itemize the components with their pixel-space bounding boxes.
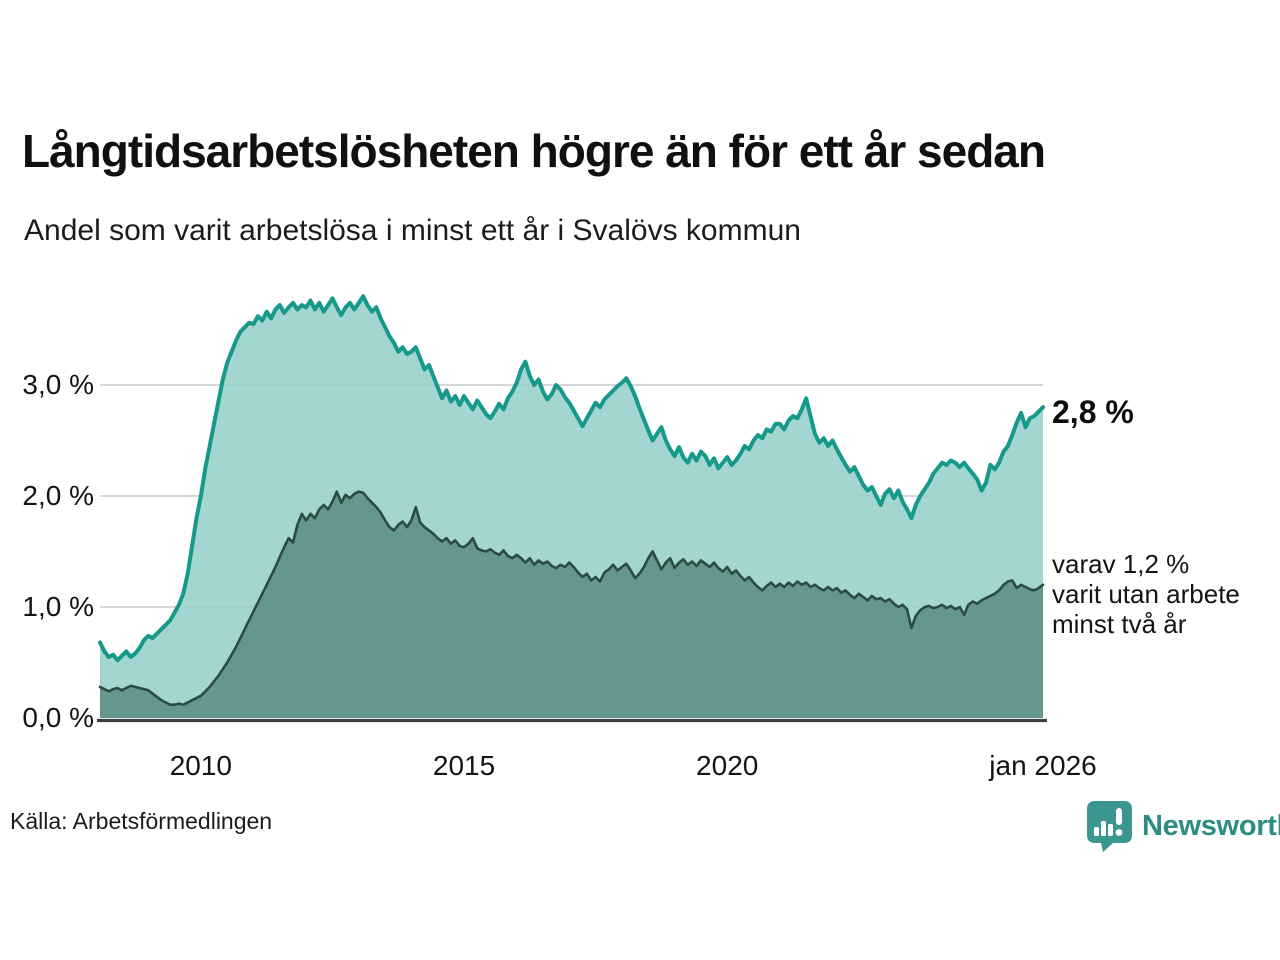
newsworthy-logo[interactable]: Newsworthy: [1086, 800, 1280, 852]
x-tick-jan-2026: jan 2026: [989, 750, 1097, 781]
source-credit: Källa: Arbetsförmedlingen: [10, 808, 273, 834]
page-title: Långtidsarbetslösheten högre än för ett …: [22, 125, 1046, 177]
x-tick-2020: 2020: [696, 750, 759, 781]
logo-bar-chart-icon: [1094, 808, 1123, 836]
series-lines: [98, 294, 1045, 707]
y-tick-1: 1,0 %: [22, 591, 94, 622]
page-subtitle: Andel som varit arbetslösa i minst ett å…: [24, 214, 801, 247]
x-tick-2010: 2010: [169, 750, 233, 781]
newsworthy-logo-text: Newsworthy: [1142, 809, 1280, 842]
series-end-label-lower: varav 1,2 % varit utan arbete minst två …: [1052, 549, 1240, 639]
newsworthy-logo-icon: [1087, 801, 1132, 852]
series-end-label-upper: 2,8 %: [1052, 394, 1134, 430]
y-tick-3: 3,0 %: [22, 369, 94, 400]
series-end-label-lower-line3: minst två år: [1052, 609, 1187, 639]
y-tick-2: 2,0 %: [22, 480, 94, 511]
series-end-label-lower-line1: varav 1,2 %: [1052, 549, 1190, 579]
y-tick-0: 0,0 %: [22, 702, 94, 733]
area-fills: [100, 296, 1043, 718]
series-end-label-lower-line2: varit utan arbete: [1052, 579, 1240, 609]
x-tick-2015: 2015: [432, 750, 496, 781]
